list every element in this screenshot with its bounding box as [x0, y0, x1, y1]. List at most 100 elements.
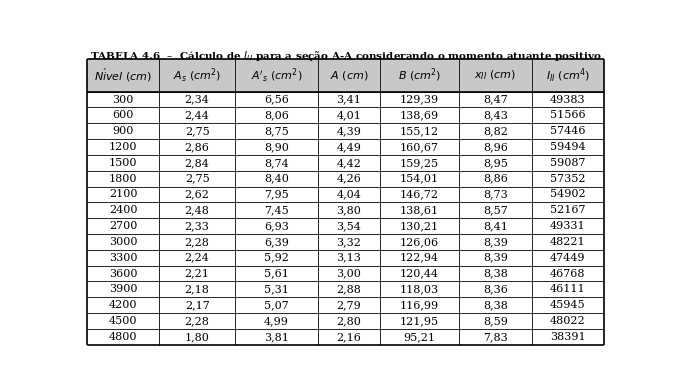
- Text: 8,74: 8,74: [264, 158, 289, 168]
- Text: 121,95: 121,95: [400, 316, 439, 326]
- Text: 120,44: 120,44: [400, 268, 439, 279]
- Text: 59494: 59494: [550, 142, 586, 152]
- Text: 48022: 48022: [550, 316, 586, 326]
- Text: 5,07: 5,07: [264, 300, 289, 310]
- Text: 3,80: 3,80: [336, 205, 361, 215]
- Text: 2,62: 2,62: [185, 189, 210, 200]
- Text: 46111: 46111: [550, 284, 586, 294]
- Text: 154,01: 154,01: [400, 173, 439, 184]
- Text: 2,24: 2,24: [185, 253, 210, 263]
- Text: 2,28: 2,28: [185, 316, 210, 326]
- Text: 3,13: 3,13: [336, 253, 361, 263]
- Text: 4,99: 4,99: [264, 316, 289, 326]
- Text: 2,86: 2,86: [185, 142, 210, 152]
- Text: 2,48: 2,48: [185, 205, 210, 215]
- Text: 7,83: 7,83: [483, 332, 508, 342]
- Text: 3900: 3900: [109, 284, 137, 294]
- Text: 122,94: 122,94: [400, 253, 439, 263]
- Text: 2,75: 2,75: [185, 173, 210, 184]
- Text: 4,26: 4,26: [336, 173, 361, 184]
- Text: 5,61: 5,61: [264, 268, 289, 279]
- Text: 2,18: 2,18: [185, 284, 210, 294]
- Text: 48221: 48221: [550, 237, 586, 247]
- Text: 2,21: 2,21: [185, 268, 210, 279]
- Text: 38391: 38391: [550, 332, 586, 342]
- Text: 1200: 1200: [109, 142, 137, 152]
- Text: 1500: 1500: [109, 158, 137, 168]
- Text: 129,39: 129,39: [400, 95, 439, 105]
- Text: 6,56: 6,56: [264, 95, 289, 105]
- Text: 52167: 52167: [550, 205, 586, 215]
- Text: 2,79: 2,79: [336, 300, 361, 310]
- Text: 1800: 1800: [109, 173, 137, 184]
- Text: 3,32: 3,32: [336, 237, 361, 247]
- Text: 6,39: 6,39: [264, 237, 289, 247]
- Text: 59087: 59087: [550, 158, 586, 168]
- Text: 2,28: 2,28: [185, 237, 210, 247]
- Bar: [87, 59, 604, 92]
- Text: 8,95: 8,95: [483, 158, 508, 168]
- Text: 8,86: 8,86: [483, 173, 508, 184]
- Text: 8,38: 8,38: [483, 300, 508, 310]
- Text: 8,38: 8,38: [483, 268, 508, 279]
- Text: 4,01: 4,01: [336, 110, 361, 120]
- Text: 4,39: 4,39: [336, 126, 361, 136]
- Text: 2700: 2700: [109, 221, 137, 231]
- Text: 3,81: 3,81: [264, 332, 289, 342]
- Text: 8,90: 8,90: [264, 142, 289, 152]
- Text: 8,59: 8,59: [483, 316, 508, 326]
- Text: 3600: 3600: [109, 268, 137, 279]
- Text: 2,88: 2,88: [336, 284, 361, 294]
- Text: 2,17: 2,17: [185, 300, 210, 310]
- Text: 4,04: 4,04: [336, 189, 361, 200]
- Text: 2,16: 2,16: [336, 332, 361, 342]
- Text: 7,95: 7,95: [264, 189, 289, 200]
- Text: 49383: 49383: [550, 95, 586, 105]
- Text: TABELA 4.6  –  Cálculo de $I_{II}$ para a seção A-A considerando o momento atuan: TABELA 4.6 – Cálculo de $I_{II}$ para a …: [90, 49, 601, 63]
- Text: 3,41: 3,41: [336, 95, 361, 105]
- Text: $\it{I}_\mathit{II}$ $\it{(cm}$$^4$$\it{)}$: $\it{I}_\mathit{II}$ $\it{(cm}$$^4$$\it{…: [546, 67, 590, 84]
- Text: 47449: 47449: [550, 253, 586, 263]
- Text: 8,39: 8,39: [483, 237, 508, 247]
- Text: 46768: 46768: [550, 268, 586, 279]
- Text: $\it{B}$ $\it{(cm}$$^2$$\it{)}$: $\it{B}$ $\it{(cm}$$^2$$\it{)}$: [398, 67, 441, 84]
- Text: 5,31: 5,31: [264, 284, 289, 294]
- Text: 8,06: 8,06: [264, 110, 289, 120]
- Text: 8,75: 8,75: [264, 126, 289, 136]
- Text: 6,93: 6,93: [264, 221, 289, 231]
- Text: 146,72: 146,72: [400, 189, 439, 200]
- Text: 4500: 4500: [109, 316, 137, 326]
- Text: 2,80: 2,80: [336, 316, 361, 326]
- Text: 155,12: 155,12: [400, 126, 439, 136]
- Text: 2,75: 2,75: [185, 126, 210, 136]
- Text: 130,21: 130,21: [400, 221, 439, 231]
- Text: 49331: 49331: [550, 221, 586, 231]
- Text: 3000: 3000: [109, 237, 137, 247]
- Text: 8,43: 8,43: [483, 110, 508, 120]
- Text: $\it{A}$ $\it{(cm)}$: $\it{A}$ $\it{(cm)}$: [330, 69, 368, 82]
- Text: 5,92: 5,92: [264, 253, 289, 263]
- Text: 7,45: 7,45: [264, 205, 289, 215]
- Text: 138,61: 138,61: [400, 205, 439, 215]
- Text: 300: 300: [113, 95, 133, 105]
- Text: $\it{A}_\mathit{s}$ $\it{(cm}$$^2$$\it{)}$: $\it{A}_\mathit{s}$ $\it{(cm}$$^2$$\it{)…: [173, 67, 221, 84]
- Text: 57352: 57352: [550, 173, 586, 184]
- Text: 160,67: 160,67: [400, 142, 439, 152]
- Text: 8,73: 8,73: [483, 189, 508, 200]
- Text: 138,69: 138,69: [400, 110, 439, 120]
- Text: 2400: 2400: [109, 205, 137, 215]
- Text: 8,40: 8,40: [264, 173, 289, 184]
- Text: 3,00: 3,00: [336, 268, 361, 279]
- Text: 4,49: 4,49: [336, 142, 361, 152]
- Text: $\it{x}_\mathit{II}$ $\it{(cm)}$: $\it{x}_\mathit{II}$ $\it{(cm)}$: [474, 68, 516, 82]
- Text: 3,54: 3,54: [336, 221, 361, 231]
- Text: 3300: 3300: [109, 253, 137, 263]
- Text: 116,99: 116,99: [400, 300, 439, 310]
- Text: 95,21: 95,21: [404, 332, 435, 342]
- Text: 2,34: 2,34: [185, 95, 210, 105]
- Text: 4200: 4200: [109, 300, 137, 310]
- Text: 8,47: 8,47: [483, 95, 508, 105]
- Text: 8,39: 8,39: [483, 253, 508, 263]
- Text: 1,80: 1,80: [185, 332, 210, 342]
- Text: $\it{N\acute{i}vel}$ $\it{(cm)}$: $\it{N\acute{i}vel}$ $\it{(cm)}$: [94, 67, 152, 84]
